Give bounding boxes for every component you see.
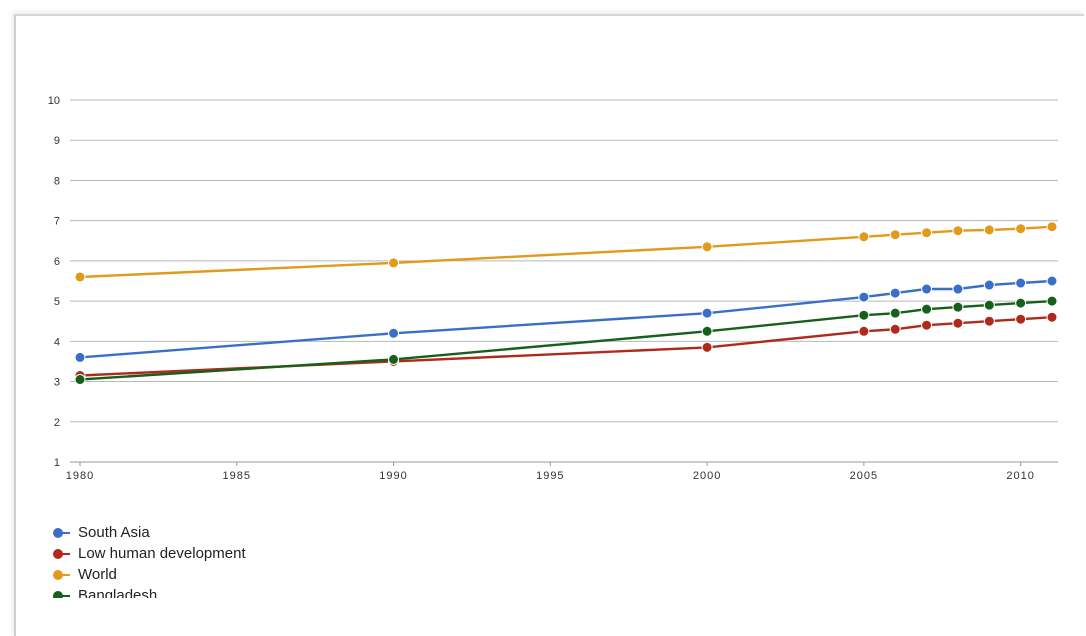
data-point-bangladesh[interactable] [701,325,713,337]
data-point-world[interactable] [921,227,933,239]
y-tick-label: 7 [54,216,60,228]
series-lines [74,221,1058,386]
x-tick-label: 2000 [693,470,721,482]
x-tick-label: 1990 [379,470,407,482]
series-world [74,221,1058,283]
grid-lines [70,99,1058,463]
y-tick-label: 2 [54,417,60,429]
data-point-south-asia[interactable] [388,327,400,339]
data-point-bangladesh[interactable] [952,301,964,313]
data-point-world[interactable] [74,271,86,283]
data-point-south-asia[interactable] [1046,275,1058,287]
series-line-world [79,225,1053,279]
data-point-bangladesh[interactable] [921,303,933,315]
data-point-low-human-development[interactable] [921,319,933,331]
data-point-world[interactable] [1015,223,1027,235]
data-point-world[interactable] [983,224,995,236]
legend: South Asia Low human development World Bang… [52,522,372,598]
y-tick-label: 4 [54,336,60,348]
data-point-world[interactable] [858,231,870,243]
data-point-world[interactable] [889,229,901,241]
x-tick-label: 2005 [850,470,878,482]
legend-swatch-icon [52,569,72,581]
legend-item-low-human-development[interactable]: Low human development [52,543,372,564]
data-point-south-asia[interactable] [701,307,713,319]
legend-swatch-icon [52,548,72,560]
data-point-south-asia[interactable] [889,287,901,299]
data-point-bangladesh[interactable] [858,309,870,321]
series-bangladesh [74,295,1058,386]
legend-item-south-asia[interactable]: South Asia [52,522,372,543]
data-point-low-human-development[interactable] [1046,311,1058,323]
y-tick-label: 10 [48,95,60,107]
data-point-low-human-development[interactable] [701,341,713,353]
data-point-south-asia[interactable] [921,283,933,295]
x-axis-tick-labels: 1980 1985 1990 1995 2000 2005 2010 [66,462,1034,482]
data-point-bangladesh[interactable] [983,299,995,311]
data-point-south-asia[interactable] [1015,277,1027,289]
series-line-low-human-development [79,316,1053,377]
y-tick-label: 6 [54,256,60,268]
data-point-world[interactable] [701,241,713,253]
data-point-low-human-development[interactable] [983,315,995,327]
data-point-south-asia[interactable] [858,291,870,303]
x-tick-label: 1980 [66,470,94,482]
legend-swatch-icon [52,527,72,539]
data-point-low-human-development[interactable] [858,325,870,337]
x-tick-label: 2010 [1006,470,1034,482]
data-point-low-human-development[interactable] [889,323,901,335]
data-point-world[interactable] [952,225,964,237]
data-point-south-asia[interactable] [74,351,86,363]
y-tick-label: 9 [54,135,60,147]
y-tick-label: 5 [54,296,60,308]
legend-label: Bangladesh [78,587,158,598]
x-tick-label: 1995 [536,470,564,482]
legend-label: Low human development [78,545,246,562]
data-point-low-human-development[interactable] [1015,313,1027,325]
data-point-world[interactable] [388,257,400,269]
data-point-bangladesh[interactable] [889,307,901,319]
data-point-bangladesh[interactable] [388,353,400,365]
legend-label: South Asia [78,524,150,541]
legend-swatch-icon [52,590,72,598]
legend-item-world[interactable]: World [52,564,372,585]
series-line-bangladesh [79,299,1053,381]
legend-label: World [78,566,117,583]
data-point-low-human-development[interactable] [952,317,964,329]
data-point-bangladesh[interactable] [74,374,86,386]
y-tick-label: 8 [54,175,60,187]
y-tick-label: 1 [54,457,60,469]
data-point-south-asia[interactable] [983,279,995,291]
y-tick-label: 3 [54,377,60,389]
x-tick-label: 1985 [223,470,251,482]
y-axis-tick-labels: 1 2 3 4 5 6 7 8 9 10 [48,95,60,469]
chart-frame [14,14,1084,636]
series-line-south-asia [79,279,1053,359]
data-point-bangladesh[interactable] [1015,297,1027,309]
data-point-world[interactable] [1046,221,1058,233]
data-point-bangladesh[interactable] [1046,295,1058,307]
legend-item-bangladesh[interactable]: Bangladesh [52,585,372,598]
data-point-south-asia[interactable] [952,283,964,295]
series-south-asia [74,275,1058,363]
